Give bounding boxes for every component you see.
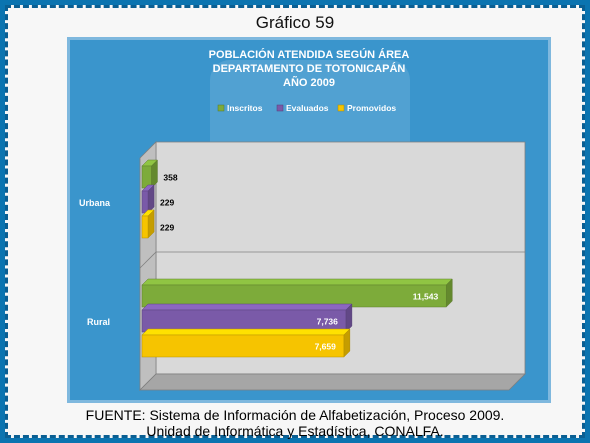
bar-urbana-promovidos [141,209,155,239]
bar-rural-evaluados [141,303,353,333]
legend-swatch-inscritos [217,104,225,112]
chart-title-line-2: DEPARTAMENTO DE TOTONICAPÁN [213,62,406,75]
chart-title-line-1: POBLACIÓN ATENDIDA SEGÚN ÁREA [209,48,410,61]
legend-swatch-promovidos [337,104,345,112]
data-label-urbana-promovidos: 229 [160,223,174,233]
legend-swatch-evaluados [276,104,284,112]
plot-area: Urbana 358 229 229 Rural 11,543 7,736 7,659 [79,141,526,391]
legend-label-promovidos: Promovidos [347,103,396,113]
data-label-rural-inscritos: 11,543 [413,292,439,302]
bar-urbana-inscritos [141,159,159,189]
legend-item-inscritos: Inscritos [217,103,263,113]
data-label-urbana-inscritos: 358 [163,173,177,183]
footer: FUENTE: Sistema de Información de Alfabe… [5,407,585,439]
category-label-urbana: Urbana [79,198,111,208]
legend-label-inscritos: Inscritos [227,103,263,113]
plot-floor [139,373,526,391]
data-label-rural-evaluados: 7,736 [317,317,339,327]
data-label-rural-promovidos: 7,659 [315,342,337,352]
footer-source-line: FUENTE: Sistema de Información de Alfabe… [85,407,505,423]
data-label-urbana-evaluados: 229 [160,198,174,208]
legend-label-evaluados: Evaluados [286,103,329,113]
bar-rural-promovidos [141,328,351,358]
footer-unit-line: Unidad de Informática y Estadística, CON… [146,423,444,439]
category-separator-side [139,251,157,269]
bar-rural-inscritos [141,278,453,308]
legend-item-promovidos: Promovidos [337,103,396,113]
bar-chart: POBLACIÓN ATENDIDA SEGÚN ÁREA DEPARTAMEN… [79,48,526,391]
legend-item-evaluados: Evaluados [276,103,329,113]
category-label-rural: Rural [87,317,110,327]
bar-urbana-evaluados [141,184,155,214]
legend: Inscritos Evaluados Promovidos [217,103,396,113]
chart-title-line-3: AÑO 2009 [283,76,335,89]
figure-label: Gráfico 59 [255,13,335,32]
